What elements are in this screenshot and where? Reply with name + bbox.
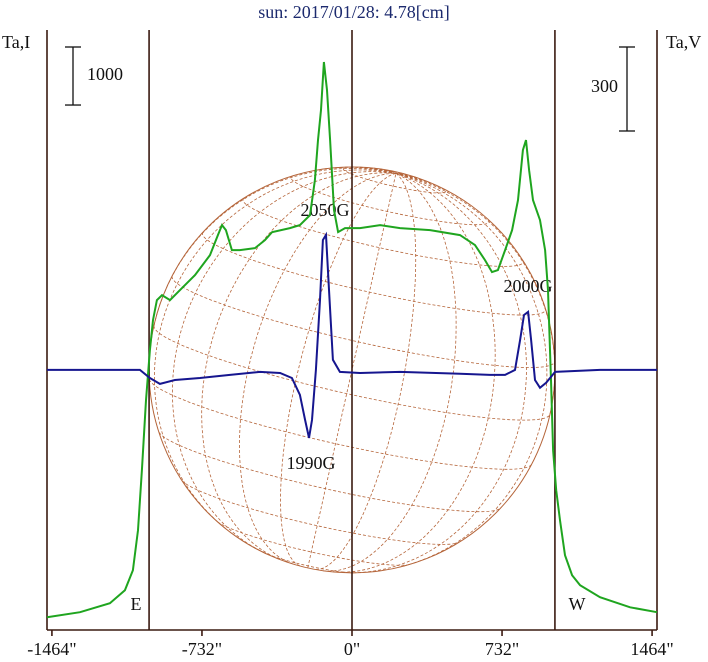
- y-axis-label: Ta,I: [2, 32, 30, 52]
- chart-title: sun: 2017/01/28: 4.78[cm]: [258, 2, 450, 22]
- disk-grid-line: [181, 480, 459, 545]
- disk-grid-line: [390, 170, 397, 174]
- disk-grid-line: [280, 172, 397, 567]
- disk-grid-line: [171, 171, 397, 554]
- disk-grid-line: [201, 172, 397, 560]
- data-line: [46, 61, 658, 619]
- disk-grid-line: [314, 166, 397, 174]
- scale-label: 1000: [87, 64, 123, 84]
- disk-grid-line: [395, 172, 419, 179]
- x-tick-label: -1464": [27, 639, 76, 659]
- disk-grid-line: [263, 552, 355, 574]
- annotation: 1990G: [287, 453, 336, 473]
- scale-label: 300: [591, 76, 618, 96]
- y2-axis-label: Ta,V: [666, 32, 701, 52]
- x-tick-label: 1464": [630, 639, 673, 659]
- disk-grid-line: [315, 173, 417, 570]
- disk-grid-line: [290, 175, 490, 226]
- x-tick-label: 732": [485, 639, 519, 659]
- annotation: 2050G: [301, 200, 350, 220]
- disk-grid-line: [342, 166, 447, 194]
- data-line: [47, 231, 657, 439]
- disk-grid-line: [153, 169, 397, 529]
- disk-grid-line: [217, 521, 409, 566]
- disk-grid-line: [148, 379, 532, 470]
- annotation: 2000G: [504, 276, 553, 296]
- disk-grid-line: [171, 276, 556, 368]
- disk-grid-line: [337, 172, 496, 573]
- disk-grid-line: [153, 325, 551, 421]
- disk-grid-line: [395, 172, 548, 568]
- annotation: E: [131, 594, 142, 614]
- x-tick-label: 0": [344, 639, 360, 659]
- annotation: W: [569, 594, 586, 614]
- disk-grid-line: [323, 172, 457, 572]
- disk-grid-line: [395, 172, 407, 175]
- disk-grid-line: [395, 172, 471, 206]
- disk-grid-line: [353, 172, 527, 574]
- disk-grid-line: [158, 431, 501, 513]
- x-tick-label: -732": [182, 639, 222, 659]
- disk-grid-line: [239, 172, 397, 565]
